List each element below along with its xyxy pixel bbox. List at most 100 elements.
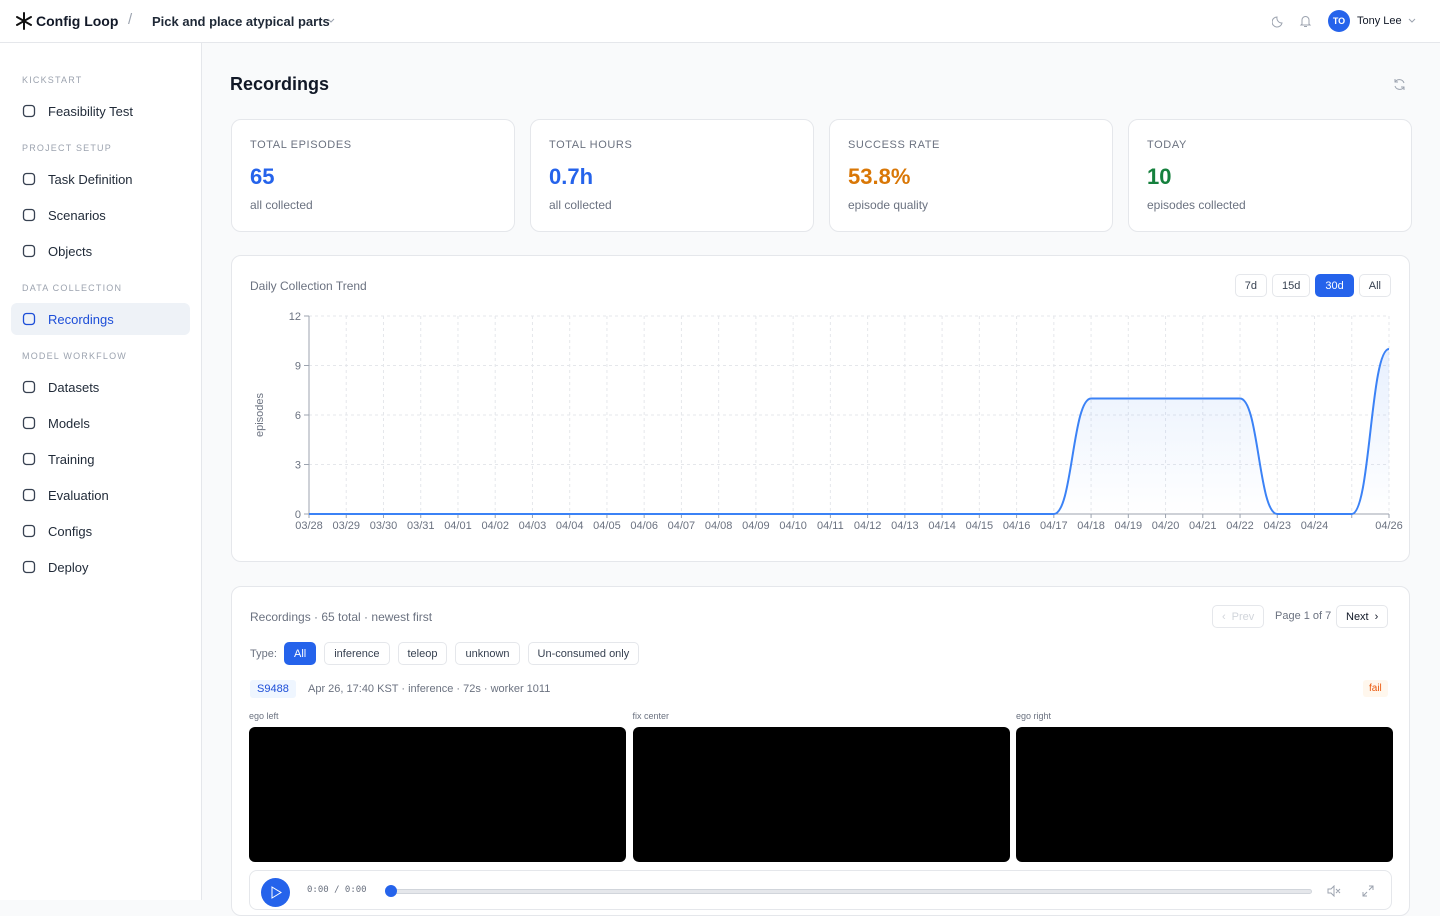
filter-chip[interactable]: unknown: [455, 642, 520, 665]
recording-meta: Apr 26, 17:40 KST · inference · 72s · wo…: [308, 683, 551, 695]
type-filters: All inference teleop unknown Un-consumed onl…: [284, 642, 640, 665]
video-label: fix center: [632, 711, 670, 721]
nav-icon: [22, 380, 36, 394]
nav-item[interactable]: Evaluation: [11, 479, 190, 511]
x-tick-label: 03/28: [295, 520, 323, 532]
range-button[interactable]: 30d: [1315, 274, 1354, 297]
x-tick-label: 04/19: [1115, 520, 1143, 532]
nav-label: Recordings: [48, 311, 114, 327]
x-tick-label: 04/18: [1077, 520, 1105, 532]
prev-label: Prev: [1231, 610, 1255, 623]
filter-chip[interactable]: All: [284, 642, 317, 665]
nav-label: Feasibility Test: [48, 103, 134, 119]
nav-label: Configs: [48, 523, 93, 539]
x-tick-label: 04/21: [1189, 520, 1217, 532]
stat-card: TOTAL HOURS 0.7h all collected: [530, 119, 814, 232]
nav-icon: [22, 416, 36, 430]
recording-id[interactable]: S9488: [250, 680, 296, 698]
chevron: [1408, 18, 1416, 23]
next-button[interactable]: Next ›: [1336, 605, 1389, 628]
nav-label: Objects: [48, 243, 93, 259]
filter-chip[interactable]: inference: [324, 642, 390, 665]
x-tick-label: 03/29: [332, 520, 360, 532]
video: [632, 727, 1010, 862]
stat-value: 10: [1147, 164, 1172, 189]
range-button[interactable]: 15d: [1272, 274, 1311, 297]
x-tick-label: 04/04: [556, 520, 584, 532]
x-tick-label: 04/20: [1152, 520, 1180, 532]
x-tick-label: 04/13: [891, 520, 919, 532]
chart-title: Daily Collection Trend: [250, 279, 367, 293]
y-tick-label: 0: [295, 509, 301, 521]
filter-chip[interactable]: Un-consumed only: [527, 642, 640, 665]
play-button[interactable]: [261, 878, 290, 907]
stat-note: all collected: [549, 198, 612, 212]
nav-item[interactable]: Feasibility Test: [11, 95, 190, 127]
nav-label: Training: [48, 451, 95, 467]
theme-toggle[interactable]: [1272, 15, 1285, 28]
x-tick-label: 03/30: [370, 520, 398, 532]
nav-label: Task Definition: [48, 171, 133, 187]
nav-item[interactable]: Training: [11, 443, 190, 475]
range-button[interactable]: All: [1358, 274, 1391, 297]
separator: /: [128, 11, 133, 28]
seek-bar[interactable]: [388, 889, 1312, 894]
nav-item[interactable]: Configs: [11, 515, 190, 547]
x-tick-label: 04/26: [1375, 520, 1403, 532]
x-tick-label: 04/12: [854, 520, 882, 532]
brand[interactable]: Config Loop: [36, 13, 119, 29]
seek-handle[interactable]: [385, 885, 397, 897]
nav-item[interactable]: Task Definition: [11, 163, 190, 195]
x-tick-label: 04/07: [668, 520, 696, 532]
refresh[interactable]: [1393, 78, 1406, 91]
mute[interactable]: [1327, 885, 1341, 897]
notifications[interactable]: [1299, 14, 1312, 28]
nav-item[interactable]: Objects: [11, 235, 190, 267]
y-tick-label: 12: [289, 311, 301, 323]
stat-label: TOTAL EPISODES: [250, 139, 352, 151]
x-tick-label: 04/14: [928, 520, 956, 532]
stat-note: episodes collected: [1147, 198, 1246, 212]
stat-value: 53.8%: [848, 164, 911, 189]
video-label: ego right: [1016, 711, 1052, 721]
stat-note: all collected: [250, 198, 313, 212]
player-bar: 0:00 / 0:00: [249, 870, 1392, 910]
nav-label: Datasets: [48, 379, 100, 395]
range-button[interactable]: 7d: [1234, 274, 1268, 297]
x-tick-label: 04/24: [1301, 520, 1329, 532]
nav-item[interactable]: Models: [11, 407, 190, 439]
user-name[interactable]: Tony Lee: [1357, 15, 1402, 27]
nav-icon: [22, 524, 36, 538]
logo: [16, 12, 32, 30]
stat-value: 65: [250, 164, 275, 189]
chevron: [327, 18, 335, 23]
nav-item[interactable]: Scenarios: [11, 199, 190, 231]
x-tick-label: 04/06: [630, 520, 658, 532]
stat-card: SUCCESS RATE 53.8% episode quality: [829, 119, 1113, 232]
x-tick-label: 04/03: [519, 520, 547, 532]
nav-item[interactable]: Deploy: [11, 551, 190, 583]
section-title: KICKSTART: [22, 75, 83, 85]
nav-icon: [22, 172, 36, 186]
nav-icon: [22, 312, 36, 326]
line: [308, 348, 1390, 515]
y-axis-label: episodes: [254, 392, 266, 437]
nav-label: Deploy: [48, 559, 89, 575]
y-tick-label: 9: [295, 361, 301, 373]
chart: 03/28 03/29 03/30 03/31 04/01 04/02 04/03 04/04…: [254, 311, 1403, 532]
project-selector[interactable]: Pick and place atypical parts: [152, 14, 330, 29]
x-tick-label: 04/09: [742, 520, 770, 532]
fullscreen[interactable]: [1362, 885, 1374, 897]
x-tick-label: 04/17: [1040, 520, 1068, 532]
filter-chip[interactable]: teleop: [397, 642, 448, 665]
x-tick-label: 04/22: [1226, 520, 1254, 532]
nav-item[interactable]: Recordings: [11, 303, 190, 335]
nav-label: Evaluation: [48, 487, 109, 503]
nav-icon: [22, 560, 36, 574]
sidebar: KICKSTART Feasibility Test PROJECT SETUP Ta…: [0, 43, 202, 900]
x-tick-label: 04/05: [593, 520, 621, 532]
nav-item[interactable]: Datasets: [11, 371, 190, 403]
avatar[interactable]: TO: [1328, 10, 1350, 32]
prev-button[interactable]: ‹ Prev: [1212, 605, 1265, 628]
